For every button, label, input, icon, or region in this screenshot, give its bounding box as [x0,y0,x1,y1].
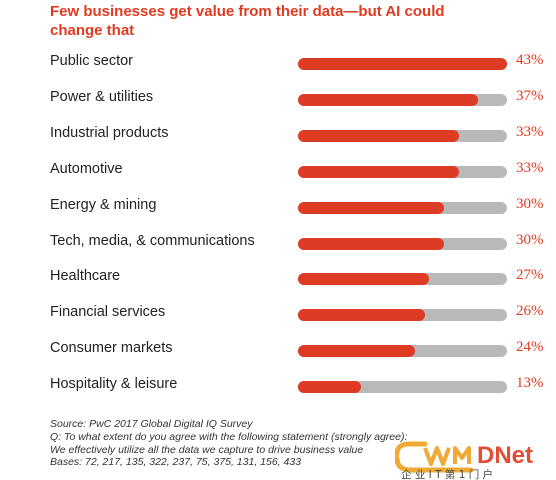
bar-row: Hospitality & leisure 13% [0,374,556,396]
bar [298,202,444,214]
category-label: Public sector [50,53,134,69]
watermark-subtitle: 企 业 I T 第 1 门 户 [401,468,493,480]
bar-track [298,130,507,142]
value-label: 30% [516,232,544,248]
bar-track [298,94,507,106]
bar-track [298,58,507,70]
value-label: 33% [516,124,544,140]
bar-track [298,238,507,250]
bar-row: Power & utilities 37% [0,87,556,109]
question-note: Q: To what extent do you agree with the … [50,430,408,443]
value-label: 13% [516,375,544,391]
category-label: Energy & mining [50,197,157,213]
category-label: Healthcare [50,268,121,284]
bar-track [298,381,507,393]
bar [298,345,415,357]
bar-track [298,202,507,214]
bases-note: Bases: 72, 217, 135, 322, 237, 75, 375, … [50,456,302,469]
bar-row: Healthcare 27% [0,266,556,288]
bar-track [298,166,507,178]
bar-row: Energy & mining 30% [0,195,556,217]
bar [298,309,425,321]
category-label: Industrial products [50,125,169,141]
bar-track [298,345,507,357]
category-label: Power & utilities [50,89,154,105]
bar-row: Consumer markets 24% [0,338,556,360]
ewm-logo-icon [395,441,474,473]
bar-row: Public sector 43% [0,51,556,73]
value-label: 30% [516,196,544,212]
bar [298,273,429,285]
bar [298,130,459,142]
bar [298,94,478,106]
bar-row: Tech, media, & communications 30% [0,231,556,253]
source-note: Source: PwC 2017 Global Digital IQ Surve… [50,418,253,430]
chart-footer: Source: PwC 2017 Global Digital IQ Surve… [50,418,480,469]
category-label: Consumer markets [50,340,173,356]
category-label: Hospitality & leisure [50,376,178,392]
watermark-logo-text: DNet [477,442,533,469]
bar [298,238,444,250]
watermark-logo: DNet 企 业 I T 第 1 门 户 [395,441,533,480]
category-label: Tech, media, & communications [50,233,255,249]
chart-title: Few businesses get value from their data… [50,3,445,39]
value-label: 27% [516,267,544,283]
bar-track [298,273,507,285]
bar [298,166,459,178]
bar-chart: Public sector 43% Power & utilities 37% Indu… [0,51,556,396]
value-label: 33% [516,160,544,176]
statement-note: We effectively utilize all the data we c… [50,443,364,456]
value-label: 26% [516,303,544,319]
bar-row: Financial services 26% [0,302,556,324]
bar-row: Industrial products 33% [0,123,556,145]
value-label: 37% [516,88,544,104]
bar [298,381,361,393]
bar-row: Automotive 33% [0,159,556,181]
value-label: 43% [516,52,544,68]
category-label: Financial services [50,304,166,320]
bar-track [298,309,507,321]
category-label: Automotive [50,161,123,177]
bar [298,58,507,70]
value-label: 24% [516,339,544,355]
